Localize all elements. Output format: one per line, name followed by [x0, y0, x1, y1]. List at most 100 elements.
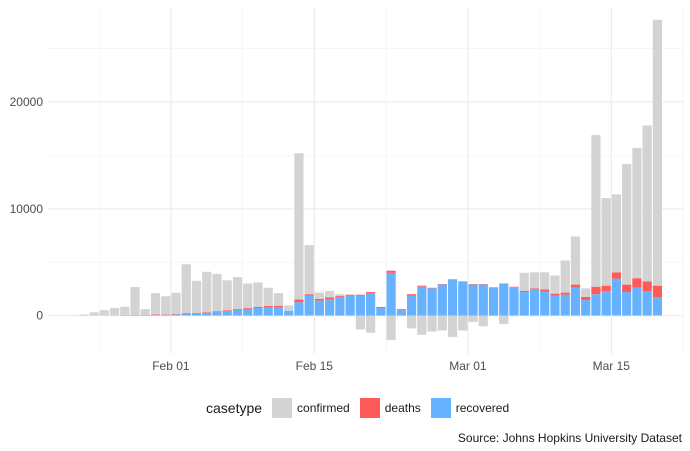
- bar-recovered: [652, 297, 663, 316]
- bar-confirmed: [130, 287, 140, 315]
- bar-recovered: [468, 284, 478, 316]
- bar-confirmed: [89, 312, 99, 316]
- legend-label-recovered: recovered: [455, 401, 510, 415]
- legend-item-confirmed: confirmed: [272, 398, 350, 418]
- bar-recovered: [202, 312, 212, 316]
- bar-confirmed: [161, 296, 171, 315]
- bar-deaths: [222, 310, 232, 311]
- bar-deaths: [273, 305, 284, 308]
- bar-confirmed: [325, 290, 335, 298]
- bar-confirmed: [529, 272, 540, 289]
- bar-recovered: [550, 295, 560, 316]
- bar-deaths: [478, 284, 488, 285]
- bar-confirmed: [140, 309, 150, 316]
- bar-deaths: [550, 293, 560, 296]
- bar-confirmed: [212, 273, 222, 312]
- bar-deaths: [335, 295, 345, 297]
- bar-confirmed: [427, 315, 437, 332]
- bar-confirmed: [99, 310, 109, 316]
- bar-confirmed: [642, 125, 652, 282]
- bar-deaths: [447, 279, 458, 280]
- legend: casetype confirmed deaths recovered: [206, 397, 519, 419]
- bar-confirmed: [478, 315, 488, 327]
- bar-confirmed: [519, 272, 529, 291]
- bar-recovered: [304, 295, 314, 316]
- bar-deaths: [314, 299, 325, 301]
- bar-recovered: [150, 314, 161, 316]
- bar-confirmed: [294, 153, 304, 300]
- bar-confirmed: [386, 315, 396, 341]
- bar-confirmed: [273, 293, 284, 306]
- bar-recovered: [488, 287, 499, 316]
- bar-recovered: [581, 300, 591, 316]
- bar-deaths: [570, 284, 581, 288]
- bar-deaths: [458, 281, 468, 282]
- bar-confirmed: [417, 315, 427, 335]
- bar-confirmed: [191, 280, 202, 313]
- x-tick-label: Mar 15: [593, 359, 631, 373]
- bar-confirmed: [120, 306, 130, 316]
- bar-confirmed: [284, 305, 294, 311]
- bar-confirmed: [150, 293, 161, 315]
- bar-deaths: [130, 314, 140, 316]
- bar-confirmed: [355, 315, 365, 330]
- bar-deaths: [325, 297, 335, 300]
- bar-deaths: [304, 294, 314, 296]
- bar-deaths: [509, 286, 519, 288]
- legend-title: casetype: [206, 400, 263, 416]
- bar-confirmed: [243, 283, 253, 309]
- bar-deaths: [355, 294, 365, 296]
- bar-confirmed: [632, 147, 642, 279]
- stacked-bar-chart: Feb 01 Feb 15 Mar 01 Mar 15 0 10000 20000: [0, 0, 690, 390]
- x-tick-label: Feb 15: [296, 359, 334, 373]
- bar-confirmed: [202, 271, 212, 313]
- bar-recovered: [540, 291, 550, 316]
- bar-recovered: [417, 286, 427, 316]
- bar-deaths: [417, 285, 427, 287]
- bar-confirmed: [437, 315, 447, 331]
- bar-deaths: [396, 309, 406, 311]
- bar-deaths: [406, 294, 417, 296]
- bar-confirmed: [591, 135, 601, 287]
- bar-recovered: [355, 295, 365, 316]
- x-tick-label: Feb 01: [152, 359, 190, 373]
- legend-item-deaths: deaths: [359, 398, 421, 418]
- bar-recovered: [161, 314, 171, 316]
- bar-deaths: [529, 288, 540, 290]
- bar-deaths: [191, 312, 202, 314]
- bar-recovered: [591, 294, 601, 316]
- bar-confirmed: [253, 282, 263, 308]
- bar-recovered: [458, 281, 468, 316]
- bar-recovered: [632, 287, 642, 316]
- bar-recovered: [611, 278, 622, 316]
- bar-recovered: [181, 313, 191, 316]
- bar-deaths: [345, 294, 355, 296]
- bar-recovered: [366, 293, 376, 316]
- legend-key-confirmed: [272, 398, 293, 418]
- bar-recovered: [570, 287, 581, 316]
- plot-panel: [0, 0, 690, 390]
- bar-confirmed: [171, 292, 181, 315]
- x-tick-label: Mar 01: [449, 359, 487, 373]
- bar-recovered: [345, 295, 355, 316]
- bar-deaths: [499, 283, 509, 285]
- bar-deaths: [601, 285, 611, 291]
- bar-deaths: [468, 284, 478, 285]
- bar-recovered: [171, 314, 181, 316]
- bar-recovered: [396, 310, 406, 316]
- bar-confirmed: [540, 272, 550, 290]
- bar-deaths: [642, 281, 652, 291]
- bar-confirmed: [570, 236, 581, 285]
- bar-deaths: [243, 308, 253, 309]
- bar-confirmed: [622, 163, 632, 285]
- bar-recovered: [519, 292, 529, 316]
- bar-recovered: [560, 294, 570, 316]
- bar-deaths: [591, 286, 601, 295]
- source-caption: Source: Johns Hopkins University Dataset: [457, 431, 682, 445]
- bar-recovered: [294, 302, 304, 316]
- bar-confirmed: [581, 288, 591, 297]
- bar-confirmed: [611, 194, 622, 273]
- bar-deaths: [263, 305, 273, 308]
- y-tick-label: 20000: [10, 95, 44, 109]
- bar-recovered: [427, 288, 437, 316]
